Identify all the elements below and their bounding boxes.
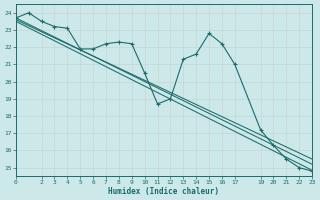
X-axis label: Humidex (Indice chaleur): Humidex (Indice chaleur) <box>108 187 220 196</box>
